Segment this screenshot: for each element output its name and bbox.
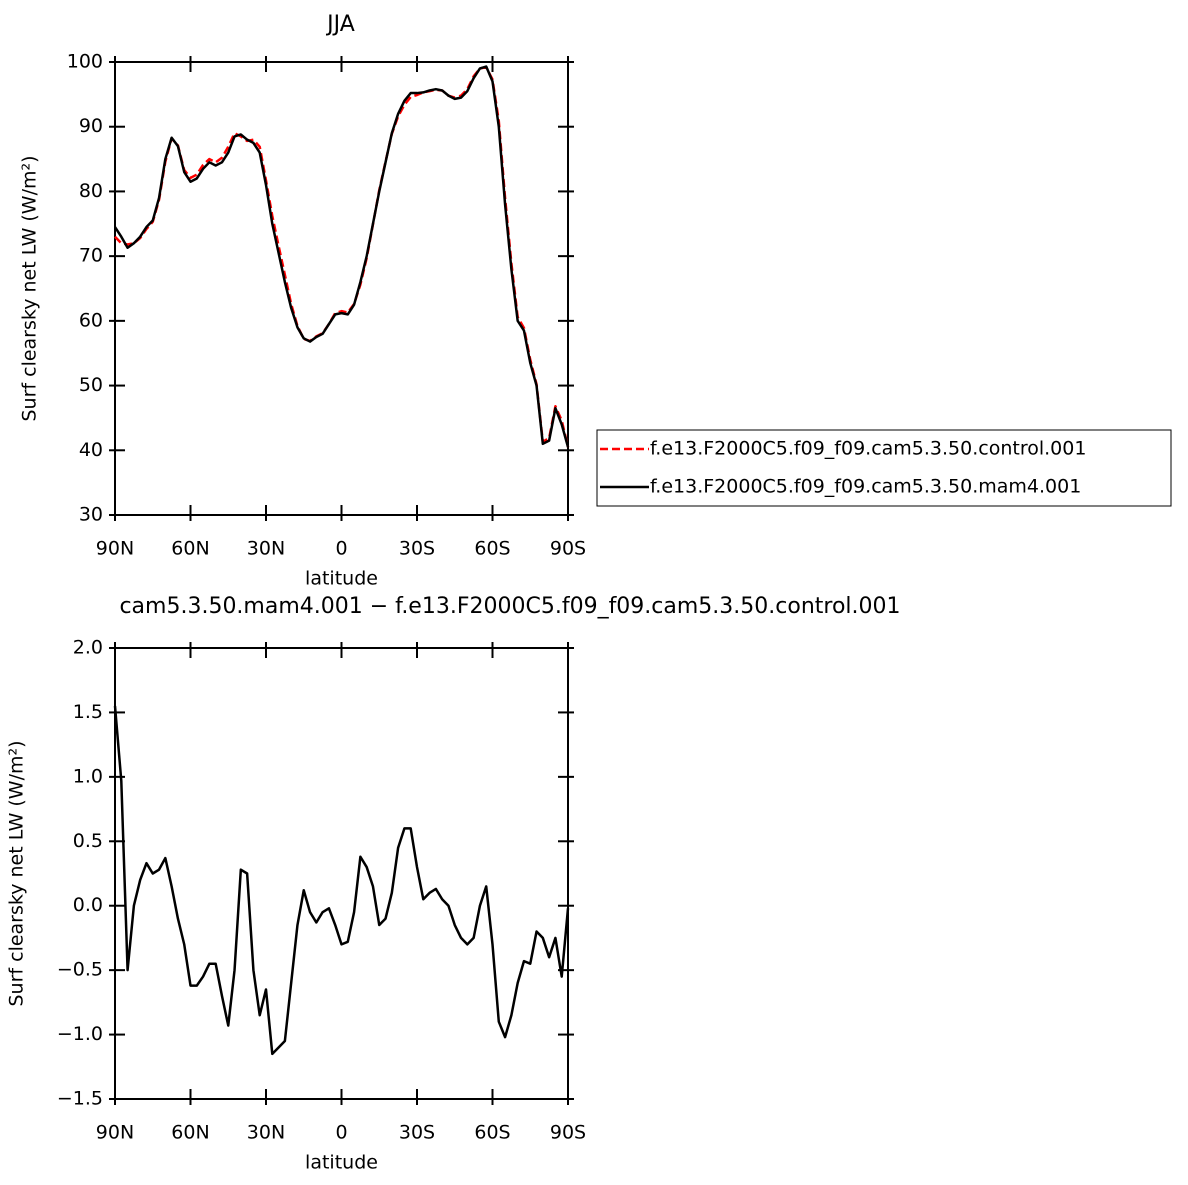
y-tick-label: 40 — [79, 439, 103, 461]
x-axis-label: latitude — [305, 568, 378, 590]
legend-label: f.e13.F2000C5.f09_f09.cam5.3.50.control.… — [650, 438, 1086, 460]
x-tick-label: 0 — [335, 538, 347, 560]
x-tick-label: 60S — [474, 1122, 510, 1144]
y-tick-label: 30 — [79, 504, 103, 526]
y-tick-label: 90 — [79, 115, 103, 137]
x-tick-label: 30N — [247, 538, 285, 560]
y-tick-label: 0.0 — [73, 894, 103, 916]
y-tick-label: 70 — [79, 245, 103, 267]
y-axis-label: Surf clearsky net LW (W/m²) — [6, 740, 28, 1006]
y-axis-label: Surf clearsky net LW (W/m²) — [19, 155, 41, 421]
x-tick-label: 90N — [96, 1122, 134, 1144]
legend-label: f.e13.F2000C5.f09_f09.cam5.3.50.mam4.001 — [650, 476, 1081, 498]
x-tick-label: 30S — [399, 538, 435, 560]
legend-box — [596, 429, 1172, 507]
y-tick-label: 2.0 — [73, 637, 103, 659]
chart-title: JJA — [325, 12, 355, 37]
y-tick-label: 0.5 — [73, 830, 103, 852]
data-line — [113, 705, 570, 1056]
chart-title: cam5.3.50.mam4.001 − f.e13.F2000C5.f09_f… — [119, 594, 900, 619]
y-tick-label: 60 — [79, 309, 103, 331]
x-tick-label: 60S — [474, 538, 510, 560]
y-tick-label: 50 — [79, 374, 103, 396]
y-tick-label: −1.0 — [57, 1023, 103, 1045]
x-tick-label: 30S — [399, 1122, 435, 1144]
y-tick-label: 100 — [67, 51, 103, 73]
y-tick-label: −0.5 — [57, 959, 103, 981]
y-tick-label: 80 — [79, 180, 103, 202]
y-tick-label: 1.0 — [73, 765, 103, 787]
y-tick-label: 1.5 — [73, 701, 103, 723]
x-tick-label: 90S — [550, 1122, 586, 1144]
x-tick-label: 60N — [171, 538, 209, 560]
x-tick-label: 90N — [96, 538, 134, 560]
x-tick-label: 60N — [171, 1122, 209, 1144]
plot-frame — [114, 647, 569, 1100]
x-tick-label: 90S — [550, 538, 586, 560]
data-line — [114, 65, 570, 448]
x-tick-label: 0 — [335, 1122, 347, 1144]
x-tick-label: 30N — [247, 1122, 285, 1144]
data-line — [113, 65, 570, 448]
y-tick-label: −1.5 — [57, 1088, 103, 1110]
x-axis-label: latitude — [305, 1152, 378, 1174]
